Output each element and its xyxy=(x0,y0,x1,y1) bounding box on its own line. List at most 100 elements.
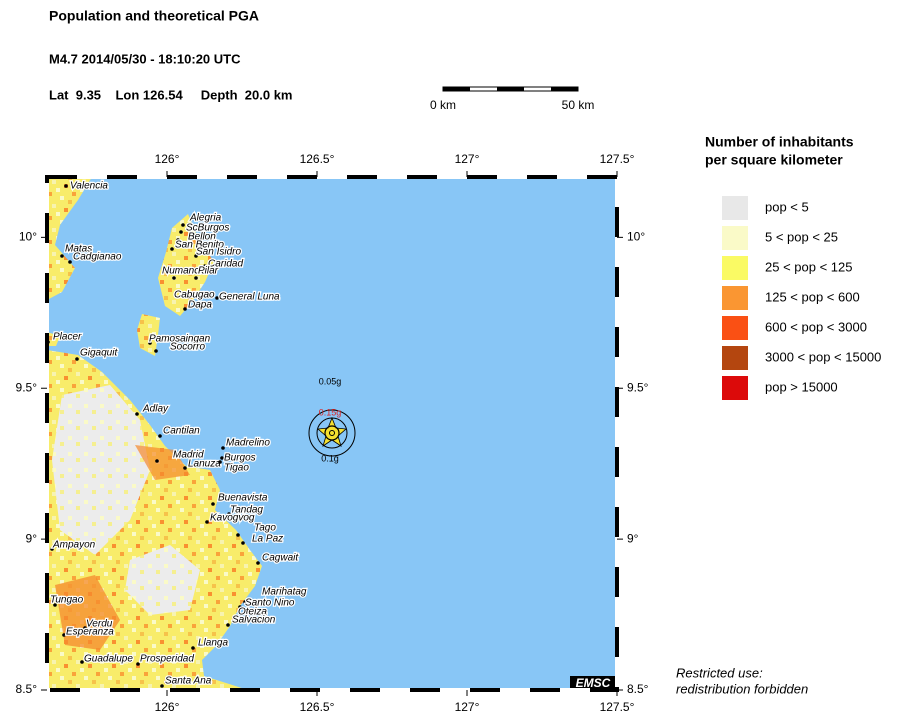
title: Population and theoretical PGA xyxy=(49,8,259,24)
pga-label: 0.1g xyxy=(321,453,339,463)
city-label: Lanuza xyxy=(188,459,221,470)
land xyxy=(47,177,262,690)
city-label: Bellon xyxy=(188,232,216,243)
legend-label: 25 < pop < 125 xyxy=(765,259,852,274)
legend-label: pop > 15000 xyxy=(765,379,838,394)
legend-swatch xyxy=(722,196,748,220)
legend-label: pop < 5 xyxy=(765,199,809,214)
city-dot xyxy=(256,561,260,565)
city-label: Pilar xyxy=(198,266,219,277)
legend-swatch xyxy=(722,346,748,370)
city-label: Placer xyxy=(53,332,82,343)
y-tick-label: 9° xyxy=(26,531,38,545)
city-label: Burgos xyxy=(224,453,256,464)
city-label: Salvacion xyxy=(232,615,276,626)
city-dot xyxy=(64,184,68,188)
x-tick-label: 127° xyxy=(455,700,480,714)
city-dot xyxy=(60,254,64,258)
city-dot xyxy=(176,238,180,242)
city-label: ScBurgos xyxy=(186,223,229,234)
legend-title: Number of inhabitants xyxy=(705,134,854,150)
city-dot xyxy=(221,446,225,450)
city-label: Cabugao xyxy=(174,290,215,301)
city-label: Buenavista xyxy=(218,493,268,504)
city-label: Tandag xyxy=(230,505,263,516)
y-tick-label: 9.5° xyxy=(16,380,38,394)
city-dot xyxy=(148,341,152,345)
event: M4.7 2014/05/30 - 18:10:20 UTC xyxy=(49,51,241,66)
city-label: Marihatag xyxy=(262,587,307,598)
footer: Restricted use: xyxy=(676,665,763,680)
footer: redistribution forbidden xyxy=(676,681,808,696)
y-tick-label: 10° xyxy=(627,230,645,244)
city-dot xyxy=(136,662,140,666)
city-label: Pamosaingan xyxy=(149,334,211,345)
city-dot xyxy=(68,260,72,264)
x-tick-label: 126° xyxy=(155,700,180,714)
city-dot xyxy=(215,296,219,300)
legend-title: per square kilometer xyxy=(705,152,843,168)
y-tick-label: 9.5° xyxy=(627,380,649,394)
city-dot xyxy=(205,520,209,524)
city-dot xyxy=(75,357,79,361)
city-dot xyxy=(238,605,242,609)
city-dot xyxy=(234,616,238,620)
x-tick-label: 127.5° xyxy=(600,700,635,714)
scale-label: 0 km xyxy=(430,98,456,112)
pga-label: 0.05g xyxy=(319,376,342,386)
city-label: Dapa xyxy=(188,300,212,311)
scale-bar: 0 km 50 km xyxy=(430,86,594,112)
y-tick-label: 9° xyxy=(627,531,639,545)
city-dot xyxy=(218,460,222,464)
legend-swatch xyxy=(722,316,748,340)
city-dot xyxy=(172,276,176,280)
city-dot xyxy=(50,547,54,551)
city-dot xyxy=(241,541,245,545)
city-dot xyxy=(203,264,207,268)
city-dot xyxy=(226,623,230,627)
city-dot xyxy=(227,512,231,516)
city-label: Matas xyxy=(65,244,92,255)
legend-swatch xyxy=(722,286,748,310)
city-label: Santo Nino xyxy=(245,598,295,609)
city-label: Verdu xyxy=(86,619,113,630)
legend-swatch xyxy=(722,376,748,400)
city-label: Madrid xyxy=(173,450,204,461)
legend-label: 5 < pop < 25 xyxy=(765,229,838,244)
city-dot xyxy=(236,533,240,537)
y-tick-label: 8.5° xyxy=(16,682,38,696)
city-label: Esperanza xyxy=(66,627,114,638)
city-label: La Paz xyxy=(252,534,283,545)
city-label: Prosperidad xyxy=(140,654,194,665)
city-dot xyxy=(158,434,162,438)
city-label: Guadalupe xyxy=(84,654,133,665)
location: Lat 9.35 Lon 126.54 Depth 20.0 km xyxy=(49,87,292,102)
legend: Number of inhabitants per square kilomet… xyxy=(705,134,881,400)
legend-label: 3000 < pop < 15000 xyxy=(765,349,881,364)
epicenter xyxy=(308,409,356,457)
x-tick-label: 126° xyxy=(155,152,180,166)
city-label: General Luna xyxy=(219,292,280,303)
city-dot xyxy=(243,600,247,604)
city-label: Oteiza xyxy=(238,607,267,618)
city-dot xyxy=(183,307,187,311)
x-tick-label: 126.5° xyxy=(300,700,335,714)
city-label: Gigaquit xyxy=(80,348,118,359)
city-dot xyxy=(160,684,164,688)
x-tick-label: 127° xyxy=(455,152,480,166)
city-label: Adlay xyxy=(142,404,169,415)
city-dot xyxy=(220,456,224,460)
city-dot xyxy=(53,603,57,607)
city-label: Socorro xyxy=(170,342,205,353)
city-label: Ampayon xyxy=(52,540,96,551)
city-label: Tigao xyxy=(224,463,249,474)
city-dot xyxy=(179,230,183,234)
legend-label: 125 < pop < 600 xyxy=(765,289,860,304)
city-dot xyxy=(183,466,187,470)
y-tick-label: 10° xyxy=(19,230,37,244)
logo: EMSC xyxy=(576,676,611,690)
y-tick-label: 8.5° xyxy=(627,682,649,696)
